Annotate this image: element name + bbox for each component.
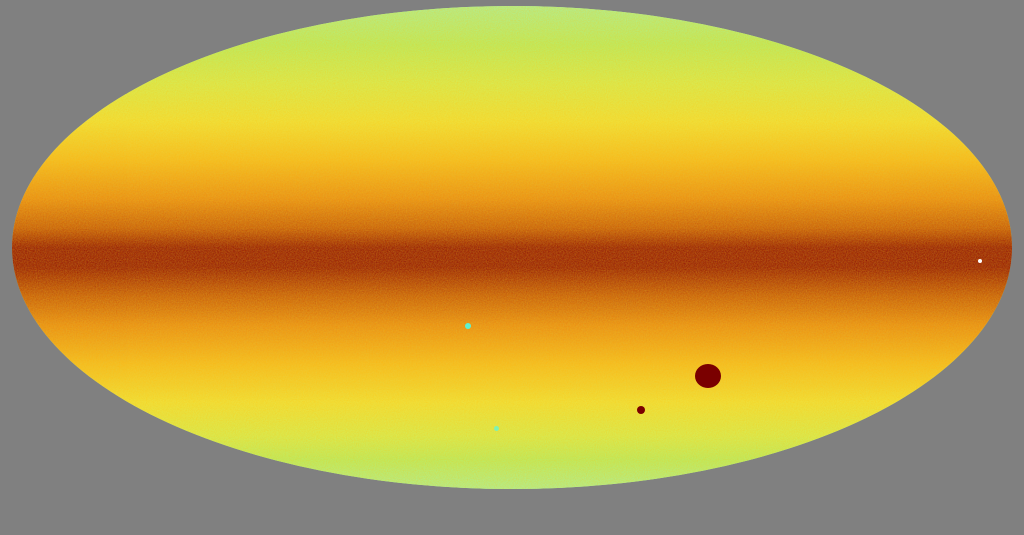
faint-white-point-source[interactable]	[978, 259, 982, 263]
colorbar-panel: -0.219 -0.200 0.200 1.9e+02	[0, 495, 1024, 535]
sky-noise-texture-2	[12, 6, 1012, 489]
masked-point-source-large[interactable]	[695, 364, 721, 388]
masked-point-source-small[interactable]	[637, 406, 645, 414]
skymap-application: -0.219 -0.200 0.200 1.9e+02	[0, 0, 1024, 535]
mollweide-projection-ellipse[interactable]	[12, 6, 1012, 489]
anomaly-speck-teal-2[interactable]	[494, 426, 499, 431]
skymap-panel	[0, 0, 1024, 495]
anomaly-speck-teal-1[interactable]	[465, 323, 471, 329]
